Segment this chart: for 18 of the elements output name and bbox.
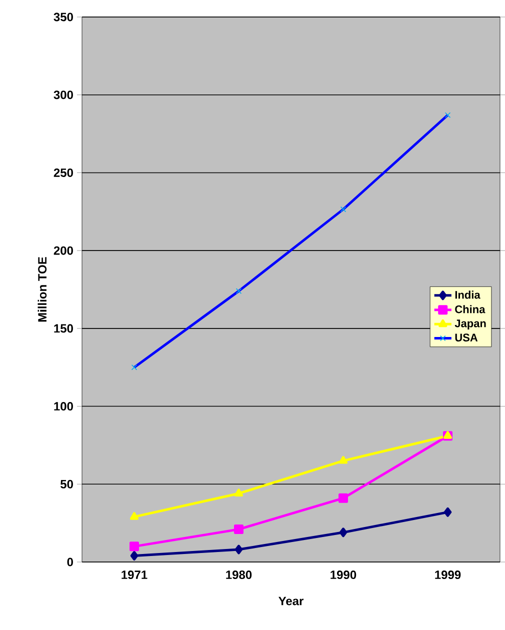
y-axis-title: Million TOE	[38, 257, 47, 322]
x-tick-label: 1990	[330, 570, 356, 580]
legend-label: Japan	[454, 320, 486, 330]
x-tick-label: 1999	[435, 570, 461, 580]
y-tick-label: 50	[60, 480, 73, 488]
x-tick-label: 1980	[226, 570, 252, 580]
y-tick-label: 150	[54, 324, 73, 333]
legend-label: USA	[455, 334, 478, 342]
y-tick-label: 350	[54, 12, 73, 22]
x-axis-title: Year	[278, 596, 304, 606]
legend-label: China	[455, 305, 486, 314]
y-tick-label: 250	[54, 168, 73, 177]
y-tick-label: 0	[67, 558, 73, 566]
y-tick-label: 100	[54, 402, 73, 411]
y-tick-label: 200	[54, 246, 73, 255]
y-tick-label: 300	[54, 90, 73, 100]
legend-label: India	[455, 290, 480, 299]
x-tick-label: 1971	[122, 570, 148, 580]
